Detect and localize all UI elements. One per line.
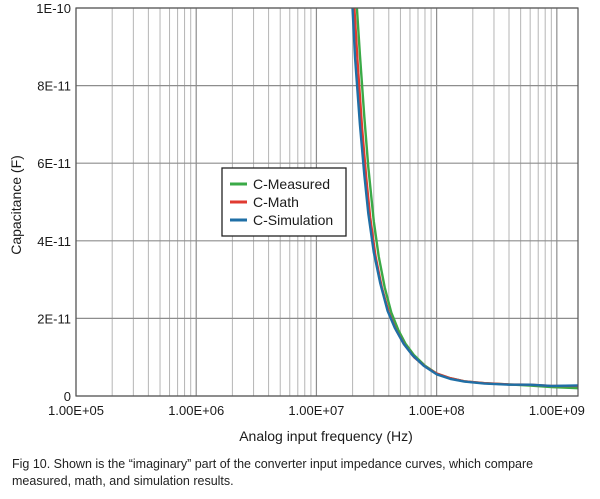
figure-caption: Fig 10. Shown is the “imaginary” part of… — [12, 457, 534, 488]
x-tick-label: 1.00E+05 — [48, 403, 104, 418]
y-tick-label: 6E-11 — [37, 156, 71, 171]
y-tick-label: 2E-11 — [37, 311, 71, 326]
legend-label: C-Measured — [253, 176, 330, 192]
x-tick-label: 1.00E+08 — [409, 403, 465, 418]
y-tick-label: 0 — [64, 389, 71, 404]
y-tick-label: 8E-11 — [37, 79, 71, 94]
y-axis-ticks: 0 2E-11 4E-11 6E-11 8E-11 1E-10 — [36, 1, 71, 404]
y-tick-label: 1E-10 — [36, 1, 71, 16]
x-axis-ticks: 1.00E+05 1.00E+06 1.00E+07 1.00E+08 1.00E+09 — [48, 403, 585, 418]
legend-label: C-Math — [253, 194, 299, 210]
series-lines — [351, 8, 578, 390]
y-axis-title: Capacitance (F) — [8, 155, 24, 255]
x-tick-label: 1.00E+07 — [288, 403, 344, 418]
legend-label: C-Simulation — [253, 212, 333, 228]
x-axis-title: Analog input frequency (Hz) — [239, 428, 413, 444]
legend: C-Measured C-Math C-Simulation — [221, 167, 347, 237]
x-tick-label: 1.00E+06 — [168, 403, 224, 418]
x-tick-label: 1.00E+09 — [529, 403, 585, 418]
plot-frame — [75, 7, 579, 397]
series-line-c-simulation — [351, 8, 578, 388]
y-tick-label: 4E-11 — [37, 234, 71, 249]
